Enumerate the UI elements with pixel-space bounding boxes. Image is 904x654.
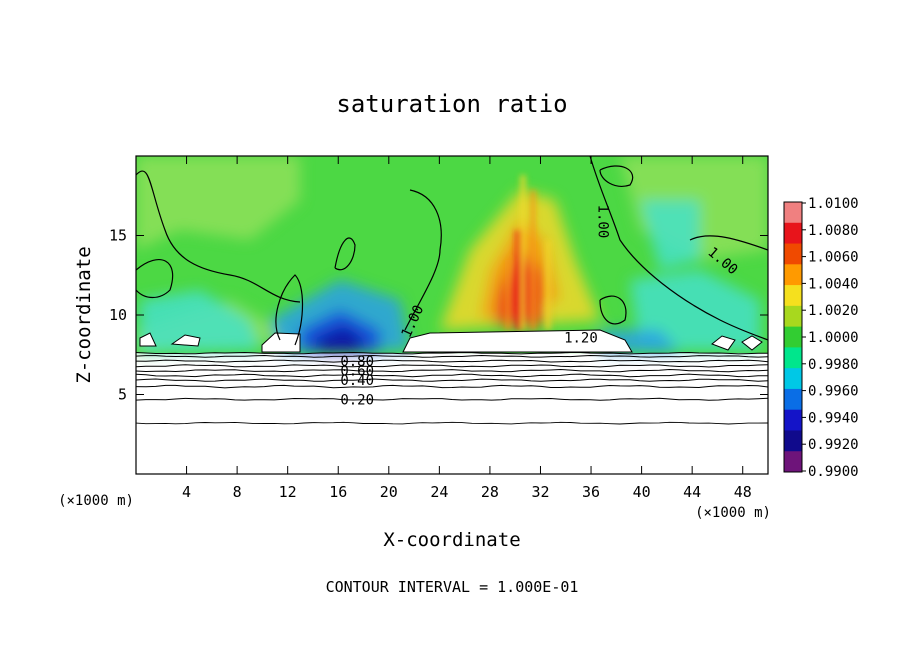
colorbar-label: 0.9900 [808,464,859,480]
colorbar-swatch [784,305,802,328]
contour-lines [136,156,768,425]
contour-line-8 [136,354,768,358]
colorbar-label: 1.0020 [808,303,859,319]
streak-1 [530,190,536,330]
colorbar-label: 1.0040 [808,276,859,292]
x-tick-label: 20 [380,483,398,501]
contour-1-00-0 [136,170,301,303]
streak-3 [505,260,511,330]
contour-1-00-8 [599,295,627,325]
colorbar: 1.0100 1.0080 1.0060 1.0040 1.0020 1.0000 0.99… [783,196,859,480]
saturated-patch-2 [170,334,201,347]
contour-line-7 [136,359,768,363]
field-region-9 [315,325,365,352]
saturated-patch-4 [711,335,736,351]
saturation-field [136,156,768,355]
contour-label: 0.60 [340,364,374,380]
colorbar-swatch [784,347,802,369]
contour-line-6 [136,364,768,368]
streak-2 [515,230,521,330]
y-tick-label: 15 [109,227,127,245]
plot-area [136,156,768,474]
colorbar-label: 1.0080 [808,223,859,239]
colorbar-label: 0.9920 [808,437,859,453]
y-axis-label: Z-coordinate [73,246,95,383]
y-axis-ticks: 5 10 15 [109,227,768,404]
contour-label: 0.40 [340,373,374,389]
y-tick-label: 5 [118,386,127,404]
contour-line-2 [136,384,768,389]
field-region-5 [640,200,700,270]
colorbar-swatch [784,326,802,348]
contour-line-3 [136,378,768,382]
colorbar-swatch [784,430,802,452]
x-tick-label: 24 [430,483,448,501]
contour-interval-note: CONTOUR INTERVAL = 1.000E-01 [326,578,579,596]
colorbar-label: 1.0060 [808,250,859,266]
colorbar-swatch [784,388,802,411]
colorbar-swatch [784,285,802,307]
field-region-4 [630,270,760,350]
x-tick-label: 16 [329,483,347,501]
contour-1-00-4 [589,156,768,341]
colorbar-label: 0.9940 [808,410,859,426]
x-tick-label: 44 [683,483,701,501]
contour-1-00-2 [334,237,356,271]
saturated-patch-3 [139,332,157,347]
colorbar-label: 1.0000 [808,330,859,346]
contour-line-5 [136,368,768,373]
contour-1-00-5 [689,235,768,251]
contour-1-00-6 [599,165,634,187]
saturated-patch-0 [402,329,633,353]
contour-line-0 [136,421,768,425]
colorbar-swatch [784,368,802,390]
colorbar-swatch [784,409,802,431]
contour-label: 0.20 [340,392,374,408]
contour-line-4 [136,373,768,378]
updraft-streaks [505,175,551,330]
saturated-patch-1 [261,332,301,353]
contour-line-1 [136,397,768,401]
field-region-3 [140,290,260,352]
colorbar-swatch [784,202,802,224]
x-tick-label: 36 [582,483,600,501]
contour-label: 1.00 [595,205,611,239]
colorbar-label: 1.0100 [808,196,859,212]
x-tick-label: 28 [481,483,499,501]
contour-1-00-1 [275,274,304,346]
contour-line-9 [136,351,768,355]
x-unit-right: (×1000 m) [695,505,771,521]
x-axis-ticks: 4 8 12 16 20 24 28 32 36 40 44 48 [182,156,752,501]
colorbar-swatch [784,264,802,286]
x-tick-label: 4 [182,483,191,501]
contour-label: 1.20 [564,330,598,346]
x-tick-label: 48 [734,483,752,501]
contour-1-00-3 [404,189,442,331]
x-tick-label: 8 [233,483,242,501]
colorbar-swatch [784,222,802,245]
contour-1-00-7 [136,259,174,299]
x-axis-label: X-coordinate [383,529,520,551]
colorbar-label: 0.9980 [808,357,859,373]
x-tick-label: 40 [633,483,651,501]
x-tick-label: 12 [279,483,297,501]
contour-label: 0.80 [340,354,374,370]
x-tick-label: 32 [531,483,549,501]
y-tick-label: 10 [109,306,127,324]
x-unit-left: (×1000 m) [58,493,134,509]
streak-0 [520,175,526,330]
chart-title: saturation ratio [336,90,567,118]
field-region-0 [136,156,300,250]
saturated-patch-5 [741,335,763,351]
colorbar-swatch [784,243,802,265]
colorbar-label: 0.9960 [808,384,859,400]
streak-4 [545,240,551,330]
colorbar-swatch [784,451,802,473]
